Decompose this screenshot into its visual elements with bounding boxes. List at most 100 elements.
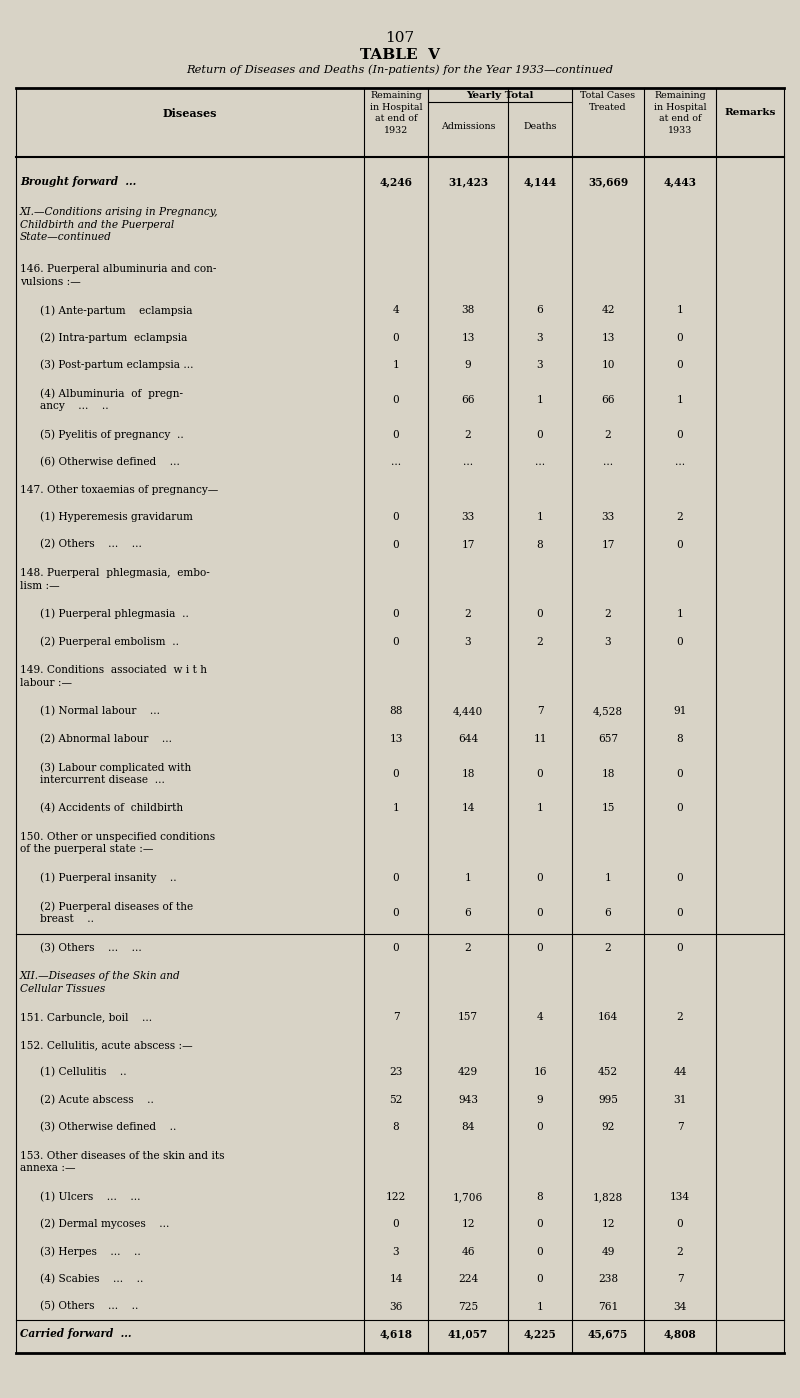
Text: 12: 12 [602, 1219, 614, 1229]
Text: 15: 15 [602, 804, 614, 814]
Text: 1: 1 [677, 305, 683, 315]
Text: 4,246: 4,246 [379, 176, 413, 187]
Text: 1: 1 [677, 610, 683, 619]
Text: Carried forward  ...: Carried forward ... [20, 1328, 131, 1339]
Text: 23: 23 [390, 1067, 402, 1078]
Text: 4: 4 [393, 305, 399, 315]
Text: 41,057: 41,057 [448, 1328, 488, 1339]
Text: 0: 0 [677, 361, 683, 370]
Text: 6: 6 [537, 305, 543, 315]
Text: 33: 33 [602, 512, 614, 521]
Text: (2) Puerperal diseases of the
breast    ..: (2) Puerperal diseases of the breast .. [40, 902, 193, 924]
Text: 0: 0 [537, 1247, 543, 1257]
Text: 4,443: 4,443 [663, 176, 697, 187]
Text: 429: 429 [458, 1067, 478, 1078]
Text: 3: 3 [393, 1247, 399, 1257]
Text: 2: 2 [677, 1012, 683, 1022]
Text: 224: 224 [458, 1274, 478, 1285]
Text: (5) Pyelitis of pregnancy  ..: (5) Pyelitis of pregnancy .. [40, 429, 184, 440]
Text: 657: 657 [598, 734, 618, 744]
Text: 1: 1 [677, 396, 683, 405]
Text: 4,225: 4,225 [524, 1328, 556, 1339]
Text: 10: 10 [602, 361, 614, 370]
Text: 1,828: 1,828 [593, 1191, 623, 1202]
Text: 8: 8 [537, 540, 543, 549]
Text: 0: 0 [677, 1219, 683, 1229]
Text: 4: 4 [537, 1012, 543, 1022]
Text: 31: 31 [674, 1095, 686, 1104]
Text: ...: ... [535, 457, 545, 467]
Text: 84: 84 [462, 1123, 474, 1132]
Text: 3: 3 [537, 361, 543, 370]
Text: 7: 7 [677, 1274, 683, 1285]
Text: 0: 0 [393, 610, 399, 619]
Text: 0: 0 [537, 429, 543, 440]
Text: (3) Others    ...    ...: (3) Others ... ... [40, 942, 142, 953]
Text: 35,669: 35,669 [588, 176, 628, 187]
Text: 66: 66 [602, 396, 614, 405]
Text: (2) Acute abscess    ..: (2) Acute abscess .. [40, 1095, 154, 1104]
Text: 17: 17 [602, 540, 614, 549]
Text: 152. Cellulitis, acute abscess :—: 152. Cellulitis, acute abscess :— [20, 1040, 193, 1050]
Text: (1) Ante-partum    eclampsia: (1) Ante-partum eclampsia [40, 305, 193, 316]
Text: 2: 2 [465, 942, 471, 952]
Text: Return of Diseases and Deaths (In-patients) for the Year 1933—continued: Return of Diseases and Deaths (In-patien… [186, 64, 614, 75]
Text: 0: 0 [393, 1219, 399, 1229]
Text: 0: 0 [677, 769, 683, 779]
Text: 0: 0 [393, 333, 399, 343]
Text: 0: 0 [677, 872, 683, 884]
Text: 12: 12 [462, 1219, 474, 1229]
Text: 0: 0 [393, 512, 399, 521]
Text: (6) Otherwise defined    ...: (6) Otherwise defined ... [40, 457, 180, 467]
Text: 995: 995 [598, 1095, 618, 1104]
Text: 6: 6 [605, 907, 611, 918]
Text: 38: 38 [462, 305, 474, 315]
Text: 1: 1 [537, 804, 543, 814]
Text: ...: ... [463, 457, 473, 467]
Text: (2) Intra-partum  eclampsia: (2) Intra-partum eclampsia [40, 333, 187, 343]
Text: (4) Albuminuria  of  pregn-
ancy    ...    ..: (4) Albuminuria of pregn- ancy ... .. [40, 389, 183, 411]
Text: 13: 13 [462, 333, 474, 343]
Text: 2: 2 [605, 610, 611, 619]
Text: 1: 1 [537, 512, 543, 521]
Text: 0: 0 [677, 907, 683, 918]
Text: Total Cases
Treated: Total Cases Treated [581, 91, 635, 112]
Text: (4) Accidents of  childbirth: (4) Accidents of childbirth [40, 804, 183, 814]
Text: 2: 2 [605, 942, 611, 952]
Text: 151. Carbuncle, boil    ...: 151. Carbuncle, boil ... [20, 1012, 152, 1022]
Text: 4,528: 4,528 [593, 706, 623, 716]
Text: 0: 0 [537, 610, 543, 619]
Text: 33: 33 [462, 512, 474, 521]
Text: 149. Conditions  associated  w i t h
labour :—: 149. Conditions associated w i t h labou… [20, 665, 207, 688]
Text: 157: 157 [458, 1012, 478, 1022]
Text: (3) Herpes    ...    ..: (3) Herpes ... .. [40, 1247, 141, 1257]
Text: ...: ... [675, 457, 685, 467]
Text: 0: 0 [537, 942, 543, 952]
Text: 2: 2 [605, 429, 611, 440]
Text: 45,675: 45,675 [588, 1328, 628, 1339]
Text: 42: 42 [602, 305, 614, 315]
Text: 4,144: 4,144 [523, 176, 557, 187]
Text: (3) Post-partum eclampsia ...: (3) Post-partum eclampsia ... [40, 359, 194, 370]
Text: 0: 0 [677, 942, 683, 952]
Text: 1: 1 [605, 872, 611, 884]
Text: 0: 0 [393, 872, 399, 884]
Text: 8: 8 [393, 1123, 399, 1132]
Text: 4,618: 4,618 [379, 1328, 413, 1339]
Text: (4) Scabies    ...    ..: (4) Scabies ... .. [40, 1274, 143, 1285]
Text: (3) Labour complicated with
intercurrent disease  ...: (3) Labour complicated with intercurrent… [40, 762, 191, 786]
Text: 9: 9 [465, 361, 471, 370]
Text: 1: 1 [393, 361, 399, 370]
Text: Admissions: Admissions [441, 122, 495, 130]
Text: 49: 49 [602, 1247, 614, 1257]
Text: 2: 2 [677, 1247, 683, 1257]
Text: 943: 943 [458, 1095, 478, 1104]
Text: 0: 0 [393, 396, 399, 405]
Text: (1) Hyperemesis gravidarum: (1) Hyperemesis gravidarum [40, 512, 193, 523]
Text: 1,706: 1,706 [453, 1191, 483, 1202]
Text: 0: 0 [677, 804, 683, 814]
Text: 164: 164 [598, 1012, 618, 1022]
Text: 92: 92 [602, 1123, 614, 1132]
Text: 7: 7 [677, 1123, 683, 1132]
Text: 14: 14 [462, 804, 474, 814]
